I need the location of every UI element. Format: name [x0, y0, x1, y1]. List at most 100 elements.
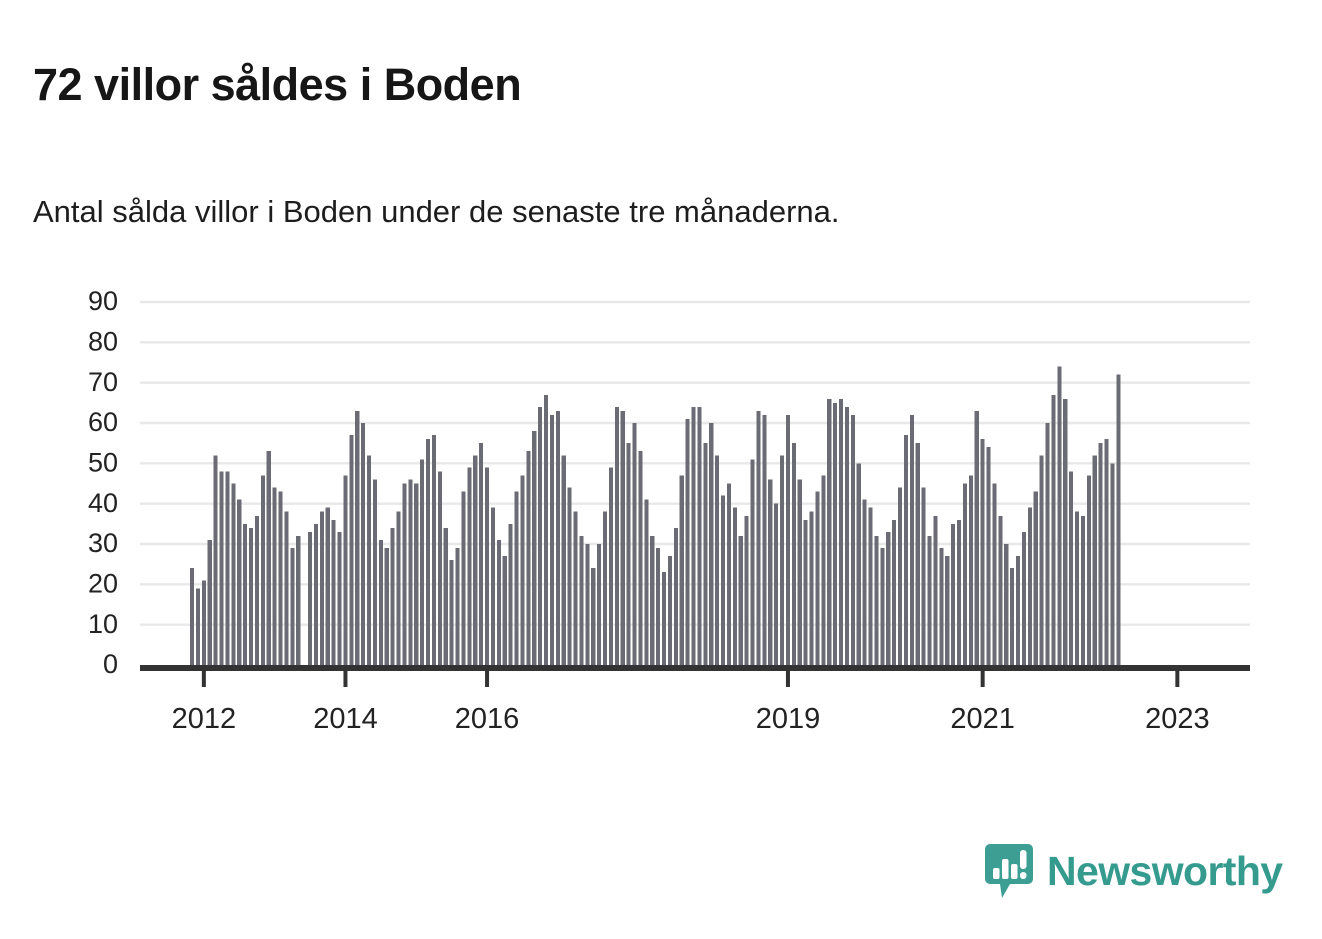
bar — [821, 475, 826, 665]
bar — [485, 467, 490, 665]
logo-wordmark: Newsworthy — [1047, 847, 1283, 894]
bar — [974, 410, 979, 665]
bar — [833, 402, 838, 665]
bar — [1021, 531, 1026, 665]
bar — [933, 515, 938, 665]
bar — [726, 483, 731, 665]
bar — [538, 406, 543, 665]
bar — [673, 527, 678, 665]
bar — [343, 475, 348, 665]
bar — [892, 519, 897, 665]
bar — [992, 483, 997, 665]
bar — [408, 479, 413, 665]
bar — [750, 459, 755, 665]
bar — [738, 535, 743, 665]
bar — [443, 527, 448, 665]
bar — [190, 568, 195, 665]
bar — [420, 459, 425, 665]
bar — [768, 479, 773, 665]
bar — [620, 410, 625, 665]
bar — [437, 471, 442, 665]
bar — [249, 527, 254, 665]
bar — [243, 523, 248, 665]
bar — [903, 435, 908, 665]
bar — [732, 507, 737, 665]
bar — [390, 527, 395, 665]
bar — [237, 499, 242, 665]
bar — [962, 483, 967, 665]
y-axis-tick-label: 50 — [88, 447, 118, 477]
bar — [266, 451, 271, 665]
bar — [774, 503, 779, 665]
bar — [638, 451, 643, 665]
bar — [372, 479, 377, 665]
bar — [886, 531, 891, 665]
y-axis-tick-label: 40 — [88, 488, 118, 518]
bar — [219, 471, 224, 665]
y-axis-tick-label: 70 — [88, 367, 118, 397]
bar — [909, 414, 914, 665]
bar — [431, 435, 436, 665]
bar — [1045, 423, 1050, 665]
bar — [479, 443, 484, 665]
bar — [591, 568, 596, 665]
bar — [1092, 455, 1097, 665]
bar — [939, 548, 944, 665]
bar — [355, 410, 360, 665]
bar — [945, 556, 950, 665]
bar — [644, 499, 649, 665]
bar — [231, 483, 236, 665]
bar — [915, 443, 920, 665]
newsworthy-logo[interactable]: Newsworthy — [984, 843, 1283, 899]
bar — [980, 439, 985, 665]
bar — [561, 455, 566, 665]
speech-bubble-bar-chart-icon — [985, 844, 1033, 898]
bar — [367, 455, 372, 665]
bar — [803, 519, 808, 665]
bar — [337, 531, 342, 665]
bar — [378, 539, 383, 665]
bar — [573, 511, 578, 665]
bar — [709, 423, 714, 665]
bar — [213, 455, 218, 665]
bar — [467, 467, 472, 665]
bar — [815, 491, 820, 665]
x-axis-tick-label: 2021 — [950, 703, 1015, 735]
y-axis-tick-label: 30 — [88, 528, 118, 558]
bar — [532, 431, 537, 665]
bar — [632, 423, 637, 665]
bar — [597, 544, 602, 665]
bar — [1004, 544, 1009, 665]
bar — [325, 507, 330, 665]
bar — [667, 556, 672, 665]
bar — [850, 414, 855, 665]
bar — [473, 455, 478, 665]
bar — [349, 435, 354, 665]
bar — [762, 414, 767, 665]
y-axis-tick-label: 0 — [103, 649, 118, 679]
x-axis-tick-label: 2012 — [172, 703, 237, 735]
bar — [313, 523, 318, 665]
bar — [195, 588, 200, 665]
bar — [608, 467, 613, 665]
bar — [502, 556, 507, 665]
bar — [662, 572, 667, 665]
bar — [544, 394, 549, 665]
bar — [785, 414, 790, 665]
bar — [626, 443, 631, 665]
bar — [614, 406, 619, 665]
bar — [880, 548, 885, 665]
bar — [691, 406, 696, 665]
bar — [331, 519, 336, 665]
bar — [201, 580, 206, 665]
bar — [449, 560, 454, 665]
bar — [278, 491, 283, 665]
bar — [986, 447, 991, 665]
bar — [1080, 515, 1085, 665]
y-axis-tick-label: 90 — [88, 286, 118, 316]
bar — [1069, 471, 1074, 665]
y-axis-tick-label: 10 — [88, 609, 118, 639]
chart-y-axis-labels: 0 10 20 30 40 50 60 70 80 90 — [88, 286, 118, 679]
